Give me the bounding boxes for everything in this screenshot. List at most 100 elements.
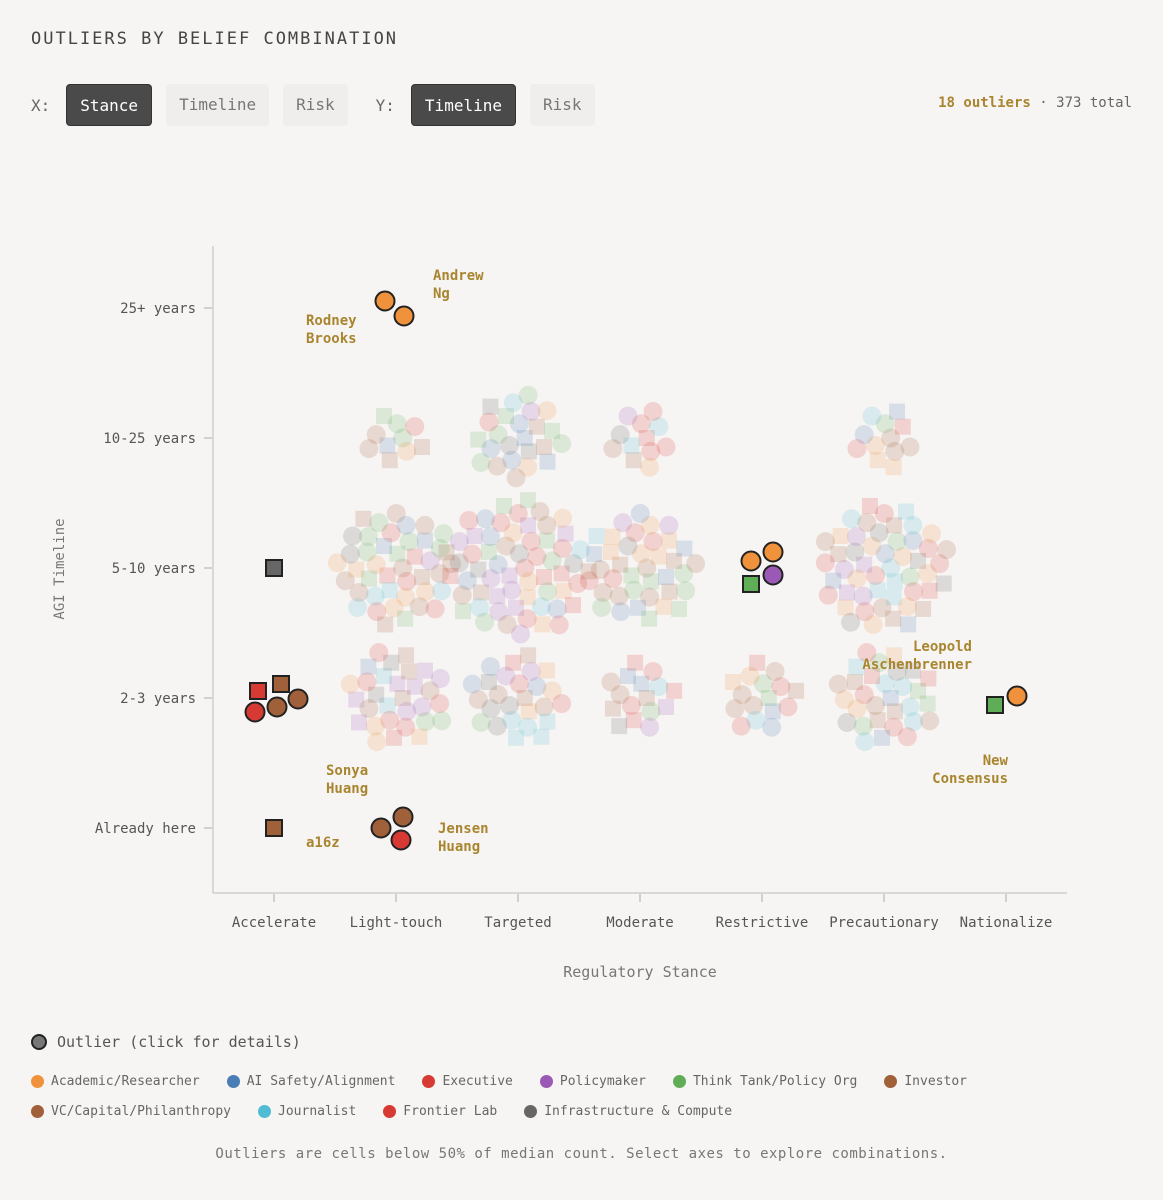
outlier-point[interactable] [370, 817, 392, 839]
background-point [869, 452, 886, 469]
background-point [889, 403, 906, 420]
background-point [920, 670, 937, 687]
background-point [904, 712, 924, 732]
legend-label: Executive [442, 1073, 513, 1089]
outlier-point[interactable] [244, 701, 266, 723]
x-option-timeline[interactable]: Timeline [166, 84, 270, 126]
background-point [593, 582, 613, 602]
background-point [674, 564, 694, 584]
background-point [412, 697, 432, 717]
background-point [487, 716, 507, 736]
background-point [480, 674, 497, 691]
background-point [365, 586, 385, 606]
annotation-line: Leopold [913, 639, 972, 655]
background-point [898, 503, 915, 520]
background-point [918, 564, 938, 584]
background-point [588, 528, 605, 545]
outlier-point[interactable] [1006, 685, 1028, 707]
background-point [887, 532, 907, 552]
background-point [357, 672, 377, 692]
background-point [863, 615, 883, 635]
background-point [857, 513, 877, 533]
background-point [869, 653, 889, 673]
background-point [869, 582, 886, 599]
background-point [365, 716, 385, 736]
background-point [640, 717, 660, 737]
legend-label: VC/Capital/Philanthropy [51, 1103, 232, 1119]
background-point [834, 690, 854, 710]
background-point [506, 468, 526, 488]
background-point [887, 662, 907, 682]
legend-outlier-label: Outlier (click for details) [57, 1033, 301, 1051]
outlier-point[interactable] [272, 675, 290, 693]
background-point [462, 674, 482, 694]
background-point [503, 393, 523, 413]
background-point [623, 437, 640, 454]
legend-label: Infrastructure & Compute [544, 1103, 733, 1119]
y-option-risk[interactable]: Risk [529, 84, 595, 126]
outlier-point[interactable] [762, 541, 784, 563]
background-point [376, 408, 393, 425]
outlier-point[interactable] [986, 696, 1004, 714]
background-point [846, 674, 863, 691]
outlier-point[interactable] [266, 696, 288, 718]
background-point [771, 677, 791, 697]
background-point [552, 694, 572, 714]
outlier-point[interactable] [265, 559, 283, 577]
background-point [520, 703, 537, 720]
background-point [471, 452, 491, 472]
background-point [387, 414, 407, 434]
background-point [502, 580, 522, 600]
legend-swatch-icon [383, 1104, 397, 1118]
outlier-point[interactable] [393, 305, 415, 327]
background-point [503, 523, 523, 543]
background-point [553, 508, 573, 528]
background-point [516, 430, 533, 446]
background-point [893, 677, 913, 697]
x-option-risk[interactable]: Risk [283, 84, 348, 126]
background-point [397, 571, 417, 591]
background-point [649, 417, 669, 437]
background-point [499, 435, 519, 455]
outlier-annotation: Rodney Brooks [306, 313, 357, 347]
background-point [518, 717, 538, 737]
outlier-point[interactable] [390, 829, 412, 851]
legend-swatch-icon [31, 1074, 44, 1088]
background-point [621, 695, 641, 715]
background-point [638, 690, 655, 706]
x-tick-label: Precautionary [829, 915, 939, 931]
x-option-stance[interactable]: Stance [66, 84, 153, 126]
background-point [366, 555, 386, 575]
background-point [864, 668, 881, 685]
outlier-point[interactable] [762, 564, 784, 586]
background-point [488, 685, 508, 705]
background-point [875, 414, 895, 434]
background-point [637, 558, 657, 578]
background-point [393, 428, 413, 448]
annotation-line: a16z [306, 835, 340, 851]
background-point [479, 412, 499, 432]
x-tick-label: Moderate [606, 915, 673, 931]
background-point [521, 402, 541, 422]
outlier-point[interactable] [392, 806, 414, 828]
background-point [394, 690, 411, 706]
x-tick-label: Accelerate [232, 915, 316, 931]
background-point [918, 539, 938, 559]
background-point [655, 598, 672, 615]
outlier-point[interactable] [265, 819, 283, 837]
background-point [396, 587, 416, 607]
background-point [473, 584, 490, 601]
background-point [401, 663, 418, 680]
background-point [519, 492, 536, 509]
background-point [544, 422, 561, 439]
outlier-point[interactable] [374, 290, 396, 312]
y-option-timeline[interactable]: Timeline [410, 84, 516, 126]
background-point [837, 712, 857, 732]
total-count: 373 total [1056, 95, 1132, 111]
background-point [624, 580, 644, 600]
outlier-point[interactable] [742, 575, 760, 593]
outlier-point[interactable] [249, 682, 267, 700]
outlier-point[interactable] [287, 688, 309, 710]
outlier-point[interactable] [740, 550, 762, 572]
background-point [348, 691, 365, 708]
